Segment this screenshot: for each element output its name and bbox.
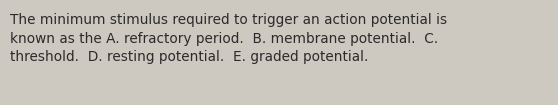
Text: The minimum stimulus required to trigger an action potential is
known as the A. : The minimum stimulus required to trigger… (10, 13, 447, 64)
